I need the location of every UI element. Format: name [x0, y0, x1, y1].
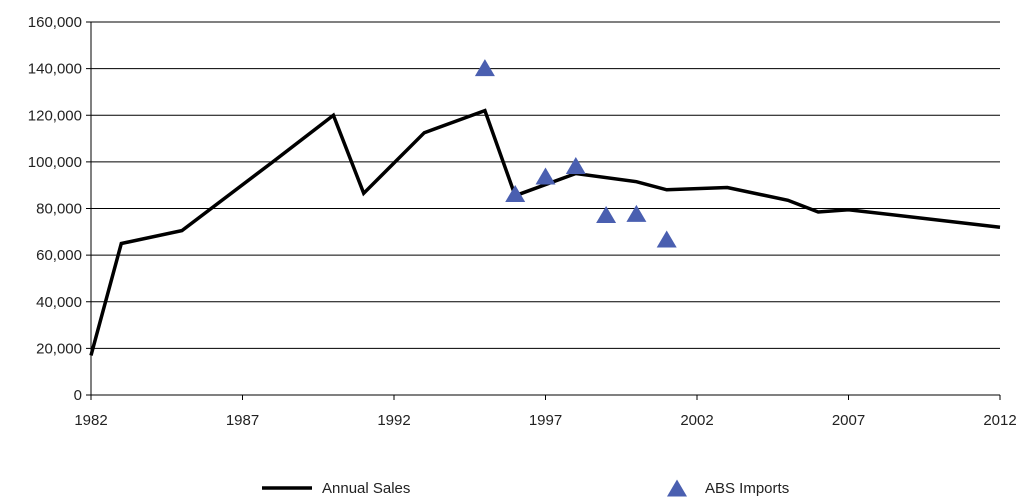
y-tick-label: 100,000 [28, 154, 82, 171]
legend-abs-imports-swatch [667, 479, 687, 497]
y-tick-label: 0 [74, 387, 82, 404]
y-tick-label: 20,000 [36, 340, 82, 357]
y-tick-label: 60,000 [36, 247, 82, 264]
grid-lines [91, 21, 1000, 349]
y-tick-label: 160,000 [28, 14, 82, 31]
y-tick-label: 120,000 [28, 107, 82, 124]
x-tick-label: 1987 [226, 412, 259, 429]
legend: Annual Sales ABS Imports [262, 479, 789, 497]
x-tick-label: 2007 [832, 412, 865, 429]
legend-annual-sales-label: Annual Sales [322, 480, 410, 497]
annual-sales-line [89, 108, 1001, 356]
legend-abs-imports-label: ABS Imports [705, 480, 789, 497]
y-tick-label: 40,000 [36, 294, 82, 311]
abs-imports-marker [474, 59, 495, 77]
x-tick-label: 1982 [74, 412, 107, 429]
abs-imports-marker [505, 185, 526, 203]
annual-sales-series [89, 108, 1001, 356]
x-axis-ticks: 1982 1987 1992 1997 2002 2007 2012 [74, 395, 1017, 429]
y-tick-label: 80,000 [36, 201, 82, 218]
abs-imports-marker [626, 204, 647, 222]
abs-imports-marker [596, 205, 617, 223]
abs-imports-series [474, 59, 677, 248]
abs-imports-marker [535, 167, 556, 185]
x-tick-label: 2002 [680, 412, 713, 429]
x-tick-label: 1997 [529, 412, 562, 429]
abs-imports-marker [565, 157, 586, 175]
abs-imports-marker [656, 230, 677, 248]
x-tick-label: 2012 [983, 412, 1016, 429]
x-tick-label: 1992 [377, 412, 410, 429]
y-axis-ticks: 0 20,000 40,000 60,000 80,000 100,000 120,000 1… [28, 14, 91, 404]
y-tick-label: 140,000 [28, 61, 82, 78]
